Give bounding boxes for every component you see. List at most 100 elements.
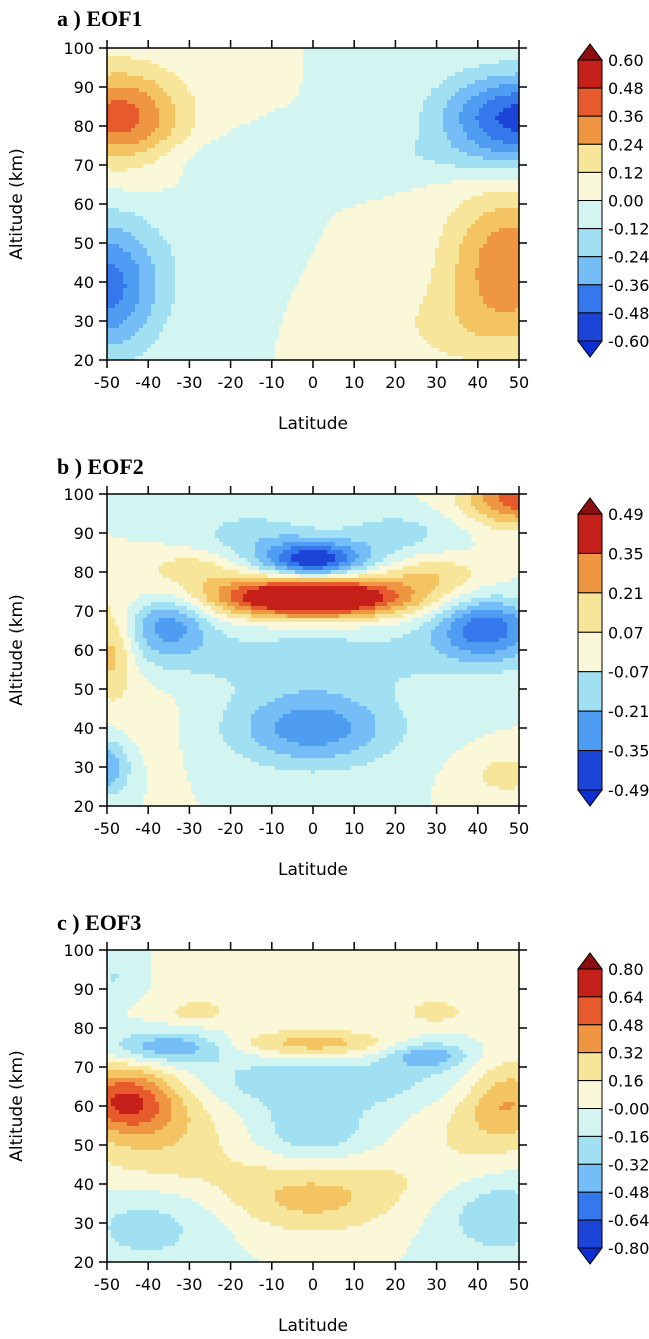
colorbar-band [577, 256, 603, 286]
x-tick-label: -40 [135, 819, 161, 838]
colorbar: 0.80 0.64 0.48 0.32 0.16 -0.00 -0.16 -0.32 -0.48… [577, 952, 649, 1265]
colorbar-label: -0.00 [608, 1100, 649, 1119]
colorbar-label: 0.60 [608, 51, 644, 70]
x-tick-label: -30 [176, 373, 202, 392]
colorbar-label: -0.60 [608, 332, 649, 351]
y-axis-label: Altitude (km) [7, 1050, 27, 1162]
x-tick-label: 0 [308, 819, 318, 838]
colorbar-min-cap [577, 1247, 603, 1265]
chart-panel-b: b ) EOF2 -50 -40 -30 -20 -10 0 10 20 30 40 50 20 30 40… [7, 454, 649, 880]
contour-field [107, 48, 519, 360]
y-tick-label: 50 [74, 680, 94, 699]
y-tick-label: 60 [74, 641, 94, 660]
x-tick-label: -30 [176, 1275, 202, 1294]
y-tick-label: 60 [74, 195, 94, 214]
chart-panel-c: c ) EOF3 -50 -40 -30 -20 -10 0 10 20 30 40 50 20 30 40… [7, 910, 649, 1336]
colorbar-max-cap [577, 43, 603, 61]
y-tick-label: 70 [74, 1058, 94, 1077]
colorbar-label: -0.32 [608, 1155, 649, 1174]
colorbar-max-cap [577, 952, 603, 970]
y-tick-label: 20 [74, 351, 94, 370]
colorbar-band [577, 592, 603, 633]
y-tick-label: 30 [74, 312, 94, 331]
panel-title: a ) EOF1 [57, 6, 143, 31]
y-tick-label: 70 [74, 602, 94, 621]
colorbar-band [577, 996, 603, 1026]
chart-panel-a: a ) EOF1 -50 -40 -30 -20 -10 0 10 20 30 40 50 20 30 40… [7, 6, 649, 434]
y-tick-label: 50 [74, 1136, 94, 1155]
x-tick-label: -40 [135, 1275, 161, 1294]
colorbar-label: 0.80 [608, 960, 644, 979]
y-tick-label: 50 [74, 234, 94, 253]
colorbar-label: -0.12 [608, 220, 649, 239]
x-axis-label: Latitude [278, 414, 348, 434]
colorbar-label: -0.21 [608, 702, 649, 721]
colorbar-label: -0.35 [608, 742, 649, 761]
y-tick-label: 100 [63, 485, 94, 504]
colorbar-label: -0.48 [608, 1183, 649, 1202]
y-axis-label: Altitude (km) [7, 148, 27, 260]
x-tick-label: 30 [426, 373, 446, 392]
colorbar-band [577, 671, 603, 712]
colorbar-band [577, 200, 603, 230]
y-axis-label: Altitude (km) [7, 594, 27, 706]
colorbar-band [577, 284, 603, 314]
x-tick-label: 50 [509, 373, 529, 392]
x-tick-label: -50 [94, 373, 120, 392]
colorbar-label: 0.32 [608, 1044, 644, 1063]
x-tick-label: -10 [259, 819, 285, 838]
colorbar-band [577, 1191, 603, 1221]
colorbar-label: -0.24 [608, 248, 649, 267]
colorbar-min-cap [577, 340, 603, 358]
y-tick-label: 90 [74, 980, 94, 999]
y-tick-label: 90 [74, 524, 94, 543]
colorbar-label: -0.48 [608, 304, 649, 323]
colorbar-band [577, 312, 603, 342]
panel-title: b ) EOF2 [57, 454, 144, 479]
y-tick-label: 70 [74, 156, 94, 175]
colorbar-max-cap [577, 497, 603, 515]
colorbar-label: 0.36 [608, 107, 644, 126]
x-tick-label: -10 [259, 1275, 285, 1294]
x-tick-label: -40 [135, 373, 161, 392]
colorbar-band [577, 1052, 603, 1082]
colorbar-label: 0.00 [608, 192, 644, 211]
colorbar-band [577, 1135, 603, 1165]
colorbar-band [577, 631, 603, 673]
colorbar-min-cap [577, 789, 603, 807]
colorbar-band [577, 1024, 603, 1054]
colorbar-label: 0.12 [608, 163, 644, 182]
colorbar-label: -0.07 [608, 663, 649, 682]
x-tick-label: -20 [218, 819, 244, 838]
x-axis-label: Latitude [278, 1316, 348, 1336]
x-tick-label: -20 [218, 373, 244, 392]
colorbar: 0.49 0.35 0.21 0.07 -0.07 -0.21 -0.35 -0.49 [577, 497, 649, 807]
y-tick-label: 20 [74, 1253, 94, 1272]
colorbar-label: -0.36 [608, 276, 649, 295]
y-tick-label: 90 [74, 78, 94, 97]
y-tick-label: 80 [74, 1019, 94, 1038]
colorbar-band [577, 171, 603, 201]
y-tick-label: 80 [74, 563, 94, 582]
x-tick-label: 50 [509, 819, 529, 838]
colorbar-label: 0.64 [608, 988, 644, 1007]
x-tick-label: 40 [468, 819, 488, 838]
colorbar-label: 0.35 [608, 544, 644, 563]
x-axis-label: Latitude [278, 860, 348, 880]
colorbar-label: 0.21 [608, 584, 644, 603]
colorbar-label: -0.49 [608, 781, 649, 800]
y-tick-label: 100 [63, 39, 94, 58]
colorbar-label: 0.16 [608, 1072, 644, 1091]
colorbar-band [577, 87, 603, 117]
y-tick-label: 30 [74, 758, 94, 777]
panel-title: c ) EOF3 [57, 910, 141, 935]
y-tick-label: 60 [74, 1097, 94, 1116]
x-tick-label: 20 [385, 819, 405, 838]
colorbar-label: -0.16 [608, 1127, 649, 1146]
x-tick-label: -50 [94, 1275, 120, 1294]
colorbar-band [577, 115, 603, 145]
colorbar-label: 0.07 [608, 623, 644, 642]
colorbar-band [577, 750, 603, 791]
colorbar-band [577, 1080, 603, 1109]
colorbar-label: 0.48 [608, 79, 644, 98]
